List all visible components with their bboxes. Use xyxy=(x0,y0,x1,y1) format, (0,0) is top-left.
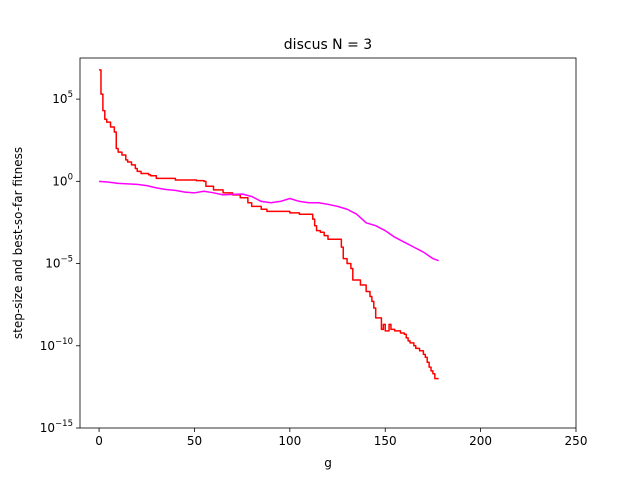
y-axis-label: step-size and best-so-far fitness xyxy=(11,147,25,339)
y-tick-label: 100 xyxy=(52,172,73,188)
y-tick-label: 10−10 xyxy=(40,337,73,353)
plot-area xyxy=(79,57,577,429)
y-tick-label: 10−5 xyxy=(45,255,73,271)
series-line-2 xyxy=(99,180,439,262)
y-axis: 105 100 10−5 10−10 10−15 xyxy=(40,90,80,435)
y-tick-label: 10−15 xyxy=(40,419,73,435)
x-tick-label: 150 xyxy=(374,434,397,448)
chart-title: discus N = 3 xyxy=(284,37,372,53)
series-line-1 xyxy=(99,69,439,380)
x-tick-label: 50 xyxy=(187,434,202,448)
y-tick-label: 105 xyxy=(52,90,73,106)
x-axis: 0 50 100 150 200 250 xyxy=(95,428,587,448)
x-axis-label: g xyxy=(324,456,332,470)
x-tick-label: 200 xyxy=(469,434,492,448)
x-tick-label: 250 xyxy=(565,434,588,448)
series-layer xyxy=(99,69,439,380)
x-tick-label: 0 xyxy=(95,434,103,448)
x-tick-label: 100 xyxy=(278,434,301,448)
